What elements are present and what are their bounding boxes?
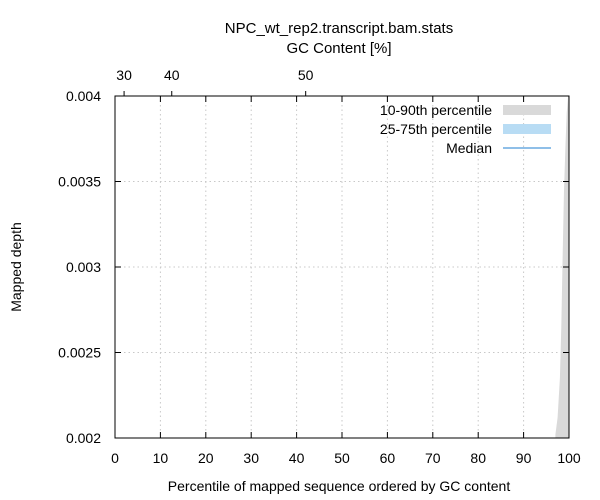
legend-swatch xyxy=(503,124,551,134)
legend-label: Median xyxy=(446,140,492,156)
x-axis-label: Percentile of mapped sequence ordered by… xyxy=(168,478,511,494)
top-tick-label: 50 xyxy=(298,67,314,83)
x-tick-label: 10 xyxy=(153,450,169,466)
x-tick-label: 30 xyxy=(243,450,259,466)
x-tick-label: 0 xyxy=(111,450,119,466)
x-tick-label: 100 xyxy=(557,450,581,466)
chart-title: NPC_wt_rep2.transcript.bam.stats xyxy=(225,20,453,37)
axis-ticks: 0 10 20 30 40 50 60 70 80 90 100 0.002 0.0025 0.003 0.… xyxy=(58,67,581,466)
legend-swatch xyxy=(503,105,551,115)
top-axis-label: GC Content [%] xyxy=(286,40,391,57)
x-tick-label: 50 xyxy=(334,450,350,466)
top-tick-label: 40 xyxy=(164,67,180,83)
x-tick-label: 70 xyxy=(425,450,441,466)
x-tick-label: 80 xyxy=(470,450,486,466)
y-tick-label: 0.0035 xyxy=(58,174,101,190)
y-tick-label: 0.004 xyxy=(66,88,101,104)
x-tick-label: 40 xyxy=(289,450,305,466)
legend-label: 25-75th percentile xyxy=(380,121,492,137)
top-tick-label: 30 xyxy=(116,67,132,83)
y-tick-label: 0.0025 xyxy=(58,345,101,361)
legend-label: 10-90th percentile xyxy=(380,102,492,118)
x-tick-label: 20 xyxy=(198,450,214,466)
legend: 10-90th percentile 25-75th percentile Medi… xyxy=(380,102,551,156)
x-tick-label: 90 xyxy=(516,450,532,466)
y-tick-label: 0.002 xyxy=(66,430,101,446)
x-tick-label: 60 xyxy=(380,450,396,466)
y-tick-label: 0.003 xyxy=(66,259,101,275)
grid-lines xyxy=(115,96,569,438)
y-axis-label: Mapped depth xyxy=(8,222,24,312)
